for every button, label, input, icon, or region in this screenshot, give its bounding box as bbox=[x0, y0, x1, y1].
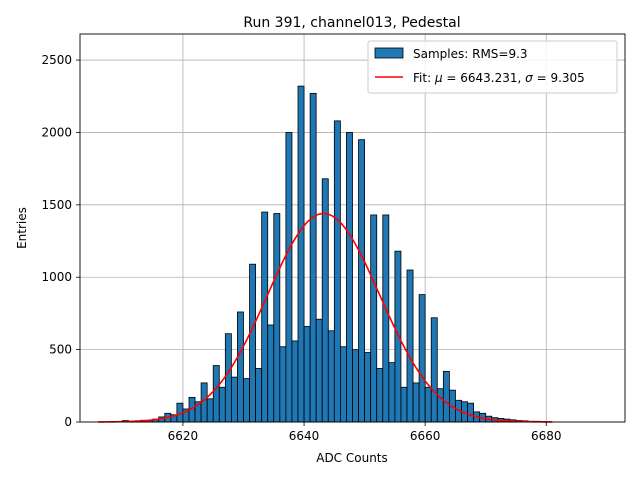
histogram-bar bbox=[297, 85, 305, 423]
y-tick-label: 2500 bbox=[41, 53, 72, 67]
histogram-bar bbox=[285, 132, 293, 423]
histogram-bar bbox=[230, 376, 238, 423]
histogram-bar bbox=[442, 370, 450, 423]
legend-label-fit: Fit: μ = 6643.231, σ = 9.305 bbox=[413, 71, 585, 85]
histogram-bar bbox=[394, 250, 402, 423]
y-tick-label: 1500 bbox=[41, 198, 72, 212]
histogram-bar bbox=[436, 388, 444, 423]
histogram-bar bbox=[467, 402, 475, 423]
histogram-bar bbox=[309, 92, 317, 423]
histogram-bar bbox=[358, 139, 366, 423]
histogram-bar bbox=[430, 317, 438, 423]
histogram-bar bbox=[243, 378, 250, 423]
x-tick-label: 6660 bbox=[410, 429, 441, 443]
legend-label-samples: Samples: RMS=9.3 bbox=[413, 47, 528, 61]
legend-box bbox=[367, 40, 618, 94]
histogram-bar bbox=[212, 365, 220, 423]
histogram-bar bbox=[364, 352, 372, 423]
histogram-bar bbox=[339, 346, 347, 423]
histogram-bar bbox=[382, 214, 390, 423]
chart-title: Run 391, channel013, Pedestal bbox=[243, 15, 460, 31]
histogram-bar bbox=[400, 386, 408, 423]
histogram-bar bbox=[388, 362, 396, 423]
y-tick-label: 2000 bbox=[41, 125, 72, 139]
histogram-bar bbox=[424, 386, 432, 423]
fit-sigma-text: = 9.305 bbox=[533, 71, 585, 85]
histogram-bar bbox=[255, 368, 263, 423]
x-tick-label: 6680 bbox=[531, 429, 562, 443]
axis-ticks: 6620 6640 6660 6680 0 500 1000 1500 2000 2500 bbox=[41, 53, 561, 443]
x-tick-label: 6640 bbox=[289, 429, 320, 443]
histogram-bar bbox=[279, 346, 287, 423]
histogram-bar bbox=[273, 213, 281, 423]
histogram-bar bbox=[249, 263, 257, 423]
x-tick-label: 6620 bbox=[168, 429, 199, 443]
histogram-bar bbox=[376, 368, 384, 423]
histogram-bar bbox=[267, 324, 275, 423]
histogram-bar bbox=[406, 269, 414, 423]
fit-sigma-symbol: σ bbox=[525, 71, 533, 85]
legend: Samples: RMS=9.3 Fit: μ = 6643.231, σ = … bbox=[367, 40, 618, 94]
histogram-bar bbox=[327, 330, 335, 423]
histogram-bar bbox=[370, 214, 378, 423]
histogram-bar bbox=[261, 211, 269, 423]
histogram-bar bbox=[346, 132, 353, 423]
y-tick-label: 500 bbox=[49, 343, 72, 357]
plot-frame bbox=[79, 33, 626, 423]
histogram-bar bbox=[315, 318, 323, 423]
histogram-bar bbox=[352, 349, 359, 423]
histogram-bar bbox=[333, 120, 341, 423]
y-tick-label: 0 bbox=[64, 415, 72, 429]
histogram-bar bbox=[418, 294, 426, 423]
fit-mu-symbol: μ bbox=[434, 71, 443, 85]
histogram-bar bbox=[291, 340, 299, 423]
histogram-bar bbox=[218, 386, 226, 423]
x-axis-title: ADC Counts bbox=[316, 451, 388, 465]
fit-curve bbox=[98, 212, 553, 423]
histogram-bar bbox=[224, 333, 232, 423]
histogram-bar bbox=[206, 398, 214, 423]
legend-swatch-samples bbox=[374, 47, 404, 59]
y-axis-title: Entries bbox=[15, 207, 29, 249]
fit-mu-text: = 6643.231, bbox=[443, 71, 526, 85]
histogram-bar bbox=[237, 311, 244, 423]
histogram-bar bbox=[321, 178, 329, 423]
fit-label-prefix: Fit: bbox=[413, 71, 435, 85]
histogram-bar bbox=[412, 382, 420, 423]
histogram-bar bbox=[303, 326, 311, 423]
y-tick-label: 1000 bbox=[41, 270, 72, 284]
